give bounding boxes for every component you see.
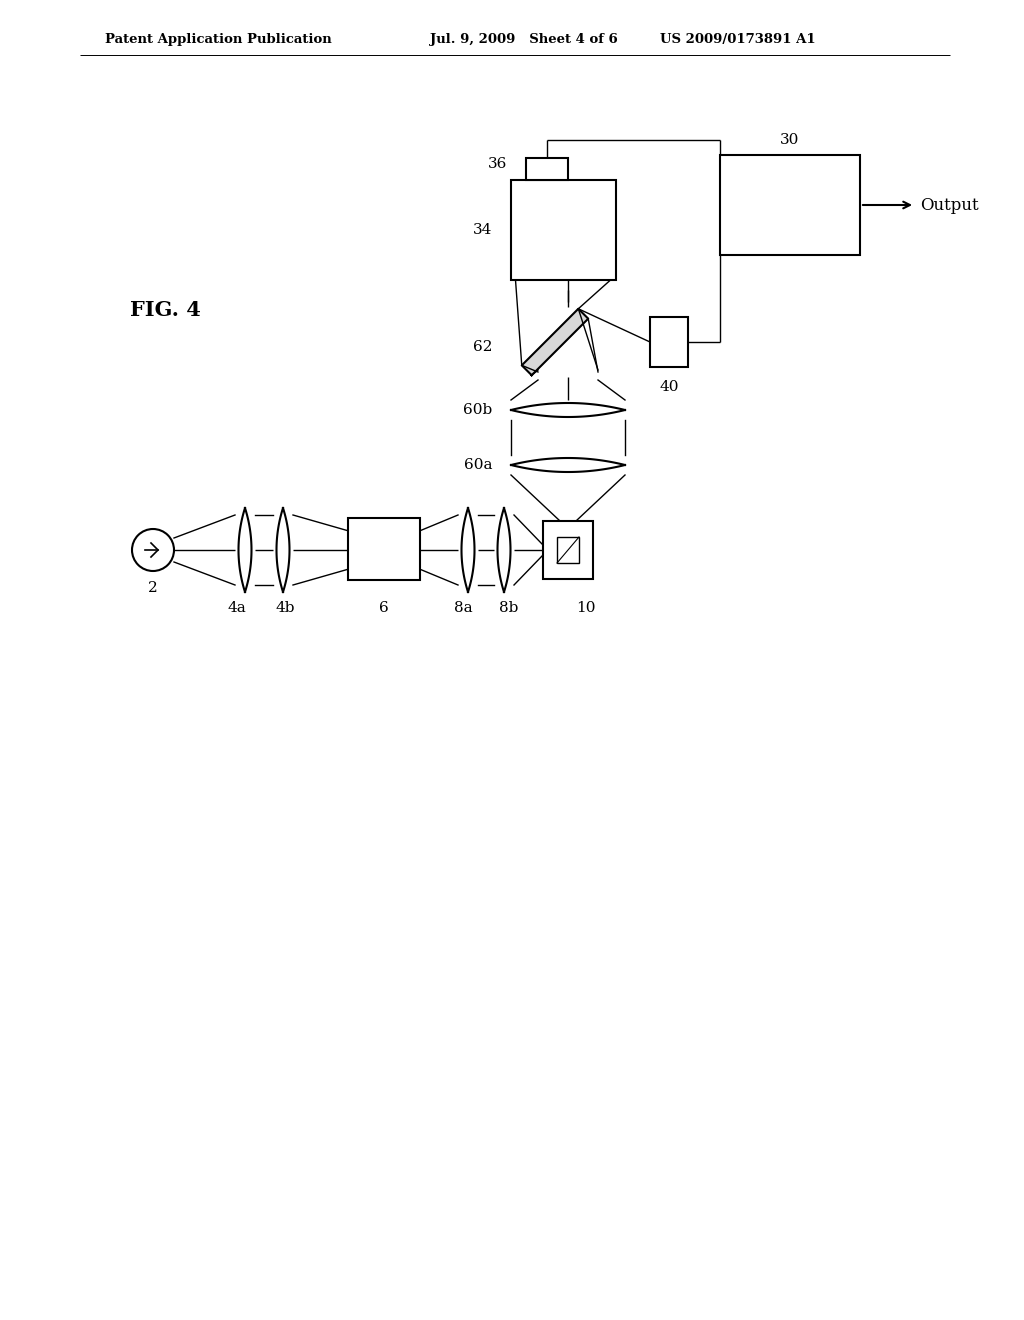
Text: 30: 30 — [780, 133, 800, 147]
Bar — [511, 180, 615, 280]
Bar — [525, 158, 567, 180]
Bar — [650, 317, 688, 367]
Text: 4a: 4a — [227, 601, 247, 615]
Text: 62: 62 — [473, 341, 493, 354]
Text: 8a: 8a — [454, 601, 472, 615]
Polygon shape — [522, 309, 588, 375]
Bar — [557, 537, 579, 564]
Text: US 2009/0173891 A1: US 2009/0173891 A1 — [660, 33, 816, 46]
Text: FIG. 4: FIG. 4 — [130, 300, 201, 319]
Bar — [543, 521, 593, 579]
Text: 2: 2 — [148, 581, 158, 595]
Text: Output: Output — [920, 197, 979, 214]
Text: 34: 34 — [473, 223, 493, 238]
Text: 6: 6 — [379, 601, 389, 615]
Text: 40: 40 — [659, 380, 679, 393]
Text: 60a: 60a — [464, 458, 493, 473]
Text: 10: 10 — [577, 601, 596, 615]
Text: 4b: 4b — [275, 601, 295, 615]
Text: 8b: 8b — [500, 601, 519, 615]
Bar — [348, 517, 420, 579]
Bar — [720, 154, 860, 255]
Text: Patent Application Publication: Patent Application Publication — [105, 33, 332, 46]
Text: 60b: 60b — [464, 403, 493, 417]
Text: 36: 36 — [488, 157, 508, 172]
Text: Jul. 9, 2009   Sheet 4 of 6: Jul. 9, 2009 Sheet 4 of 6 — [430, 33, 617, 46]
